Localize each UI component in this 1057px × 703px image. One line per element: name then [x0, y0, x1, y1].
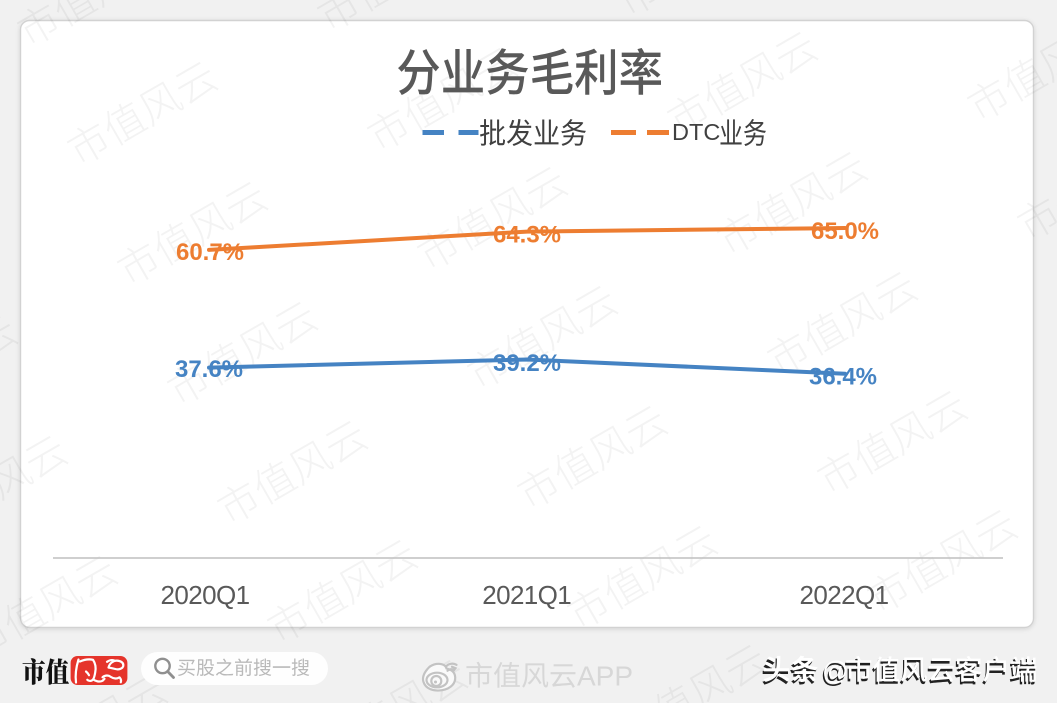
svg-text:2021Q1: 2021Q1 [482, 580, 571, 610]
svg-text:@: @ [821, 658, 847, 688]
svg-text:64.3%: 64.3% [493, 222, 561, 249]
svg-text:2022Q1: 2022Q1 [800, 580, 889, 610]
svg-text:36.4%: 36.4% [809, 364, 877, 391]
svg-text:2020Q1: 2020Q1 [161, 580, 250, 610]
svg-text:APP: APP [577, 661, 633, 692]
svg-text:65.0%: 65.0% [811, 218, 879, 245]
svg-text:37.6%: 37.6% [175, 356, 243, 383]
svg-text:@: @ [822, 656, 848, 686]
svg-text:60.7%: 60.7% [176, 239, 244, 266]
svg-text:DTC: DTC [672, 119, 720, 145]
svg-text:39.2%: 39.2% [493, 350, 561, 377]
